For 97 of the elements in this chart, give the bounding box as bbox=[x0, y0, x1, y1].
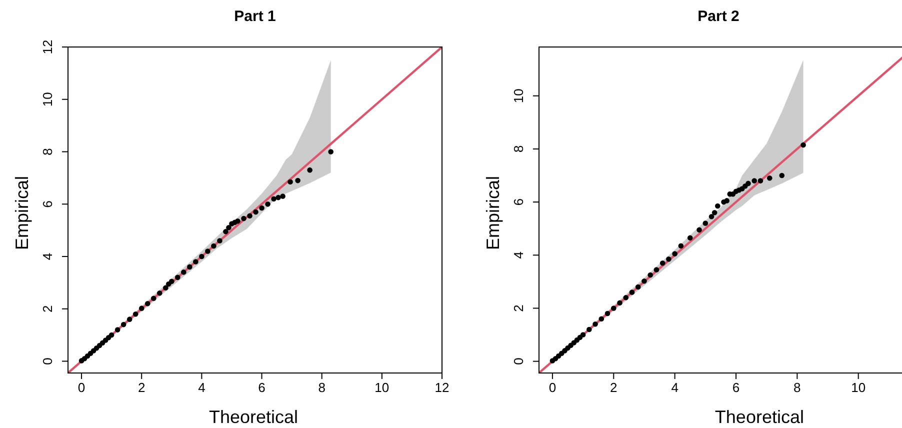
point bbox=[648, 272, 653, 278]
chart-title: Part 2 bbox=[698, 8, 740, 25]
x-tick-label: 0 bbox=[548, 380, 556, 396]
point bbox=[223, 228, 228, 234]
point bbox=[592, 322, 598, 327]
point bbox=[156, 290, 162, 296]
x-axis-title: Theoretical bbox=[208, 407, 298, 427]
point bbox=[714, 203, 720, 209]
point bbox=[766, 176, 772, 181]
y-tick-label: 8 bbox=[40, 148, 55, 156]
point bbox=[696, 227, 702, 233]
point bbox=[678, 243, 684, 248]
point bbox=[746, 180, 751, 186]
x-tick-label: 12 bbox=[434, 380, 450, 396]
point bbox=[120, 322, 126, 328]
x-tick-label: 2 bbox=[610, 380, 618, 396]
point bbox=[687, 235, 693, 241]
y-tick-label: 4 bbox=[511, 252, 526, 259]
x-tick-label: 4 bbox=[198, 380, 206, 396]
point bbox=[247, 213, 252, 219]
x-tick-label: 8 bbox=[794, 380, 801, 396]
point bbox=[580, 332, 586, 338]
point bbox=[205, 248, 210, 254]
point bbox=[132, 311, 138, 317]
point bbox=[610, 306, 616, 311]
point bbox=[672, 251, 678, 256]
point bbox=[276, 194, 281, 200]
point bbox=[193, 259, 198, 264]
point bbox=[181, 270, 186, 275]
point bbox=[666, 256, 672, 262]
x-tick-label: 10 bbox=[374, 380, 390, 396]
y-axis-title: Empirical bbox=[12, 176, 32, 250]
x-tick-label: 4 bbox=[671, 380, 678, 396]
y-tick-label: 6 bbox=[511, 198, 526, 206]
x-tick-label: 6 bbox=[258, 380, 266, 396]
x-tick-label: 0 bbox=[78, 380, 86, 396]
point bbox=[259, 205, 264, 211]
y-tick-label: 10 bbox=[40, 92, 55, 107]
point bbox=[328, 149, 334, 154]
point bbox=[307, 167, 312, 173]
point bbox=[617, 300, 622, 306]
point bbox=[724, 198, 730, 204]
point bbox=[702, 220, 708, 226]
point bbox=[138, 306, 144, 311]
y-tick-label: 8 bbox=[511, 145, 526, 153]
line-series bbox=[539, 56, 902, 373]
y-tick-label: 6 bbox=[40, 200, 55, 208]
point bbox=[217, 238, 222, 244]
y-tick-label: 4 bbox=[40, 252, 55, 260]
point bbox=[187, 264, 192, 270]
y-tick-label: 0 bbox=[40, 358, 55, 365]
point bbox=[654, 267, 660, 272]
point bbox=[265, 201, 270, 207]
point bbox=[271, 196, 276, 202]
point bbox=[623, 294, 629, 300]
point bbox=[114, 327, 120, 332]
point bbox=[660, 260, 666, 266]
point bbox=[241, 216, 246, 222]
point bbox=[199, 254, 204, 260]
point bbox=[144, 300, 150, 306]
y-axis-title: Empirical bbox=[483, 176, 503, 250]
x-tick-label: 2 bbox=[138, 380, 146, 396]
point bbox=[712, 210, 718, 216]
point bbox=[280, 194, 286, 199]
y-tick-label: 12 bbox=[40, 40, 55, 54]
point bbox=[235, 218, 240, 224]
y-tick-label: 2 bbox=[40, 305, 55, 312]
point bbox=[635, 284, 641, 290]
y-tick-label: 0 bbox=[511, 358, 526, 365]
point bbox=[211, 243, 216, 249]
y-tick-label: 2 bbox=[511, 304, 526, 312]
point bbox=[598, 316, 604, 322]
point bbox=[253, 209, 258, 215]
point bbox=[168, 278, 174, 284]
point bbox=[758, 178, 764, 184]
point bbox=[629, 290, 635, 295]
x-axis-title: Theoretical bbox=[714, 407, 804, 427]
point bbox=[126, 316, 132, 322]
point bbox=[779, 172, 785, 178]
x-tick-label: 6 bbox=[732, 380, 740, 396]
point bbox=[800, 142, 806, 148]
point bbox=[752, 178, 757, 184]
chart-title: Part 1 bbox=[234, 8, 276, 25]
point bbox=[150, 296, 156, 302]
point bbox=[642, 278, 647, 284]
point bbox=[295, 178, 300, 184]
x-tick-label: 10 bbox=[851, 380, 866, 396]
point bbox=[604, 310, 610, 316]
point bbox=[708, 214, 714, 220]
point bbox=[586, 326, 592, 332]
point bbox=[162, 285, 168, 291]
point bbox=[175, 274, 180, 280]
y-tick-label: 10 bbox=[511, 88, 526, 104]
x-tick-label: 8 bbox=[318, 380, 326, 396]
point bbox=[288, 179, 293, 184]
point bbox=[108, 332, 114, 338]
point bbox=[226, 225, 232, 230]
